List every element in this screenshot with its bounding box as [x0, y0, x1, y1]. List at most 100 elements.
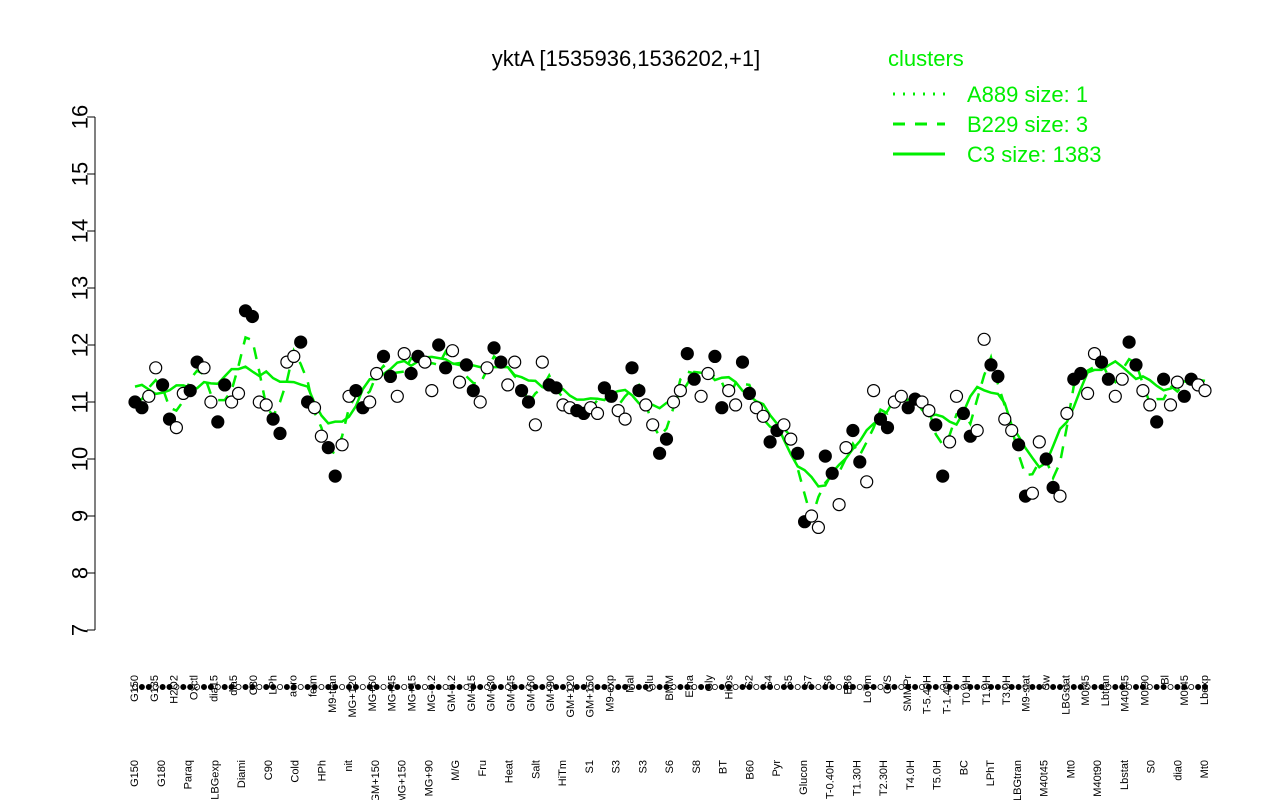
rug-mark: [1043, 684, 1050, 691]
data-point: [501, 378, 515, 392]
rug-mark: [891, 684, 898, 691]
data-point: [694, 389, 708, 403]
rug-mark: [1146, 684, 1153, 691]
rug-mark: [622, 684, 629, 691]
data-point: [1143, 398, 1157, 412]
rug-mark: [760, 684, 767, 691]
data-point: [929, 418, 943, 432]
rug-mark: [753, 684, 760, 691]
x-label-bottom: T1.30H: [851, 760, 863, 796]
rug-mark: [1029, 684, 1036, 691]
x-label-bottom: S8: [691, 760, 703, 773]
data-point: [535, 355, 549, 369]
rug-mark: [311, 684, 318, 691]
data-point: [370, 366, 384, 381]
rug-mark: [905, 684, 912, 691]
rug-mark: [829, 684, 836, 691]
data-point: [245, 309, 259, 324]
x-label-top: G135: [149, 675, 161, 702]
rug-mark: [477, 684, 484, 691]
x-label-top: S5: [783, 675, 795, 688]
rug-mark: [228, 684, 235, 691]
x-label-top: H2O2: [169, 675, 181, 704]
data-point: [936, 469, 950, 483]
rug-mark: [849, 684, 856, 691]
data-point: [853, 455, 867, 469]
rug-mark: [787, 684, 794, 691]
x-label-top: M40t45: [1120, 675, 1132, 712]
y-tick-label: 8: [68, 567, 93, 579]
rug-mark: [649, 684, 656, 691]
rug-mark: [373, 684, 380, 691]
data-point: [218, 378, 232, 392]
data-point: [777, 418, 791, 432]
x-label-top: MG+45: [387, 675, 399, 711]
x-label-top: T-1.40H: [941, 675, 953, 714]
data-point: [756, 409, 770, 423]
data-point: [1101, 372, 1116, 386]
x-label-top: S6: [823, 675, 835, 688]
x-label-bottom: LBGexp: [209, 760, 221, 800]
data-point: [204, 395, 218, 409]
data-point: [183, 384, 197, 398]
data-point: [1150, 415, 1164, 429]
rug-mark: [290, 684, 297, 691]
data-point: [480, 361, 494, 375]
rug-mark: [339, 684, 346, 691]
legend: clusters A889 size: 1 B229 size: 3 C3 size…: [888, 46, 1102, 167]
data-point: [1005, 423, 1019, 438]
x-label-bottom: MG+150: [397, 760, 409, 800]
rug-mark: [1036, 684, 1043, 691]
data-point: [225, 395, 239, 409]
rug-mark: [884, 684, 891, 691]
rug-mark: [394, 684, 401, 691]
x-label-top: MG+15: [406, 675, 418, 711]
data-point: [314, 429, 328, 443]
x-label-top: LoTm: [862, 675, 874, 703]
rug-mark: [711, 684, 718, 691]
data-point: [825, 466, 839, 480]
x-label-top: GM+15: [466, 675, 478, 711]
data-point: [784, 432, 798, 446]
x-label-bottom: S3: [611, 760, 623, 773]
data-point: [728, 398, 743, 412]
data-point: [735, 355, 750, 369]
x-label-top: Bl: [1159, 675, 1171, 685]
x-label-bottom: Paraq: [183, 760, 195, 789]
y-tick-label: 14: [68, 219, 93, 243]
rug-mark: [470, 684, 477, 691]
data-point: [1039, 452, 1053, 466]
rug-mark: [546, 684, 553, 691]
x-label-top: GM+150: [585, 675, 597, 718]
x-label-bottom: Glucon: [798, 760, 810, 795]
rug-mark: [739, 684, 746, 691]
rug-mark: [166, 684, 173, 691]
rug-mark: [145, 684, 152, 691]
x-label-top: dia5: [228, 675, 240, 696]
data-point: [211, 415, 225, 429]
rug-mark: [988, 684, 995, 691]
data-point: [307, 401, 322, 415]
x-label-top: GM+90: [545, 675, 557, 711]
data-point: [397, 347, 411, 361]
data-point: [1060, 406, 1074, 420]
rug-mark: [1153, 684, 1160, 691]
rug-mark: [256, 684, 263, 691]
data-point: [1025, 486, 1040, 500]
x-label-bottom: T-0.40H: [825, 760, 837, 799]
data-point: [949, 389, 964, 403]
x-label-bottom: S6: [664, 760, 676, 773]
rug-mark: [705, 684, 712, 691]
rug-mark: [276, 684, 283, 691]
y-tick-label: 16: [68, 105, 93, 129]
rug-mark: [856, 684, 863, 691]
rug-mark: [207, 684, 214, 691]
rug-mark: [684, 684, 691, 691]
data-point: [432, 338, 446, 352]
x-label-top: M0t45: [1179, 675, 1191, 706]
data-point: [956, 406, 971, 420]
data-point: [701, 366, 715, 381]
rug-mark: [1167, 684, 1174, 691]
data-point: [1136, 384, 1150, 398]
data-point: [832, 498, 846, 512]
